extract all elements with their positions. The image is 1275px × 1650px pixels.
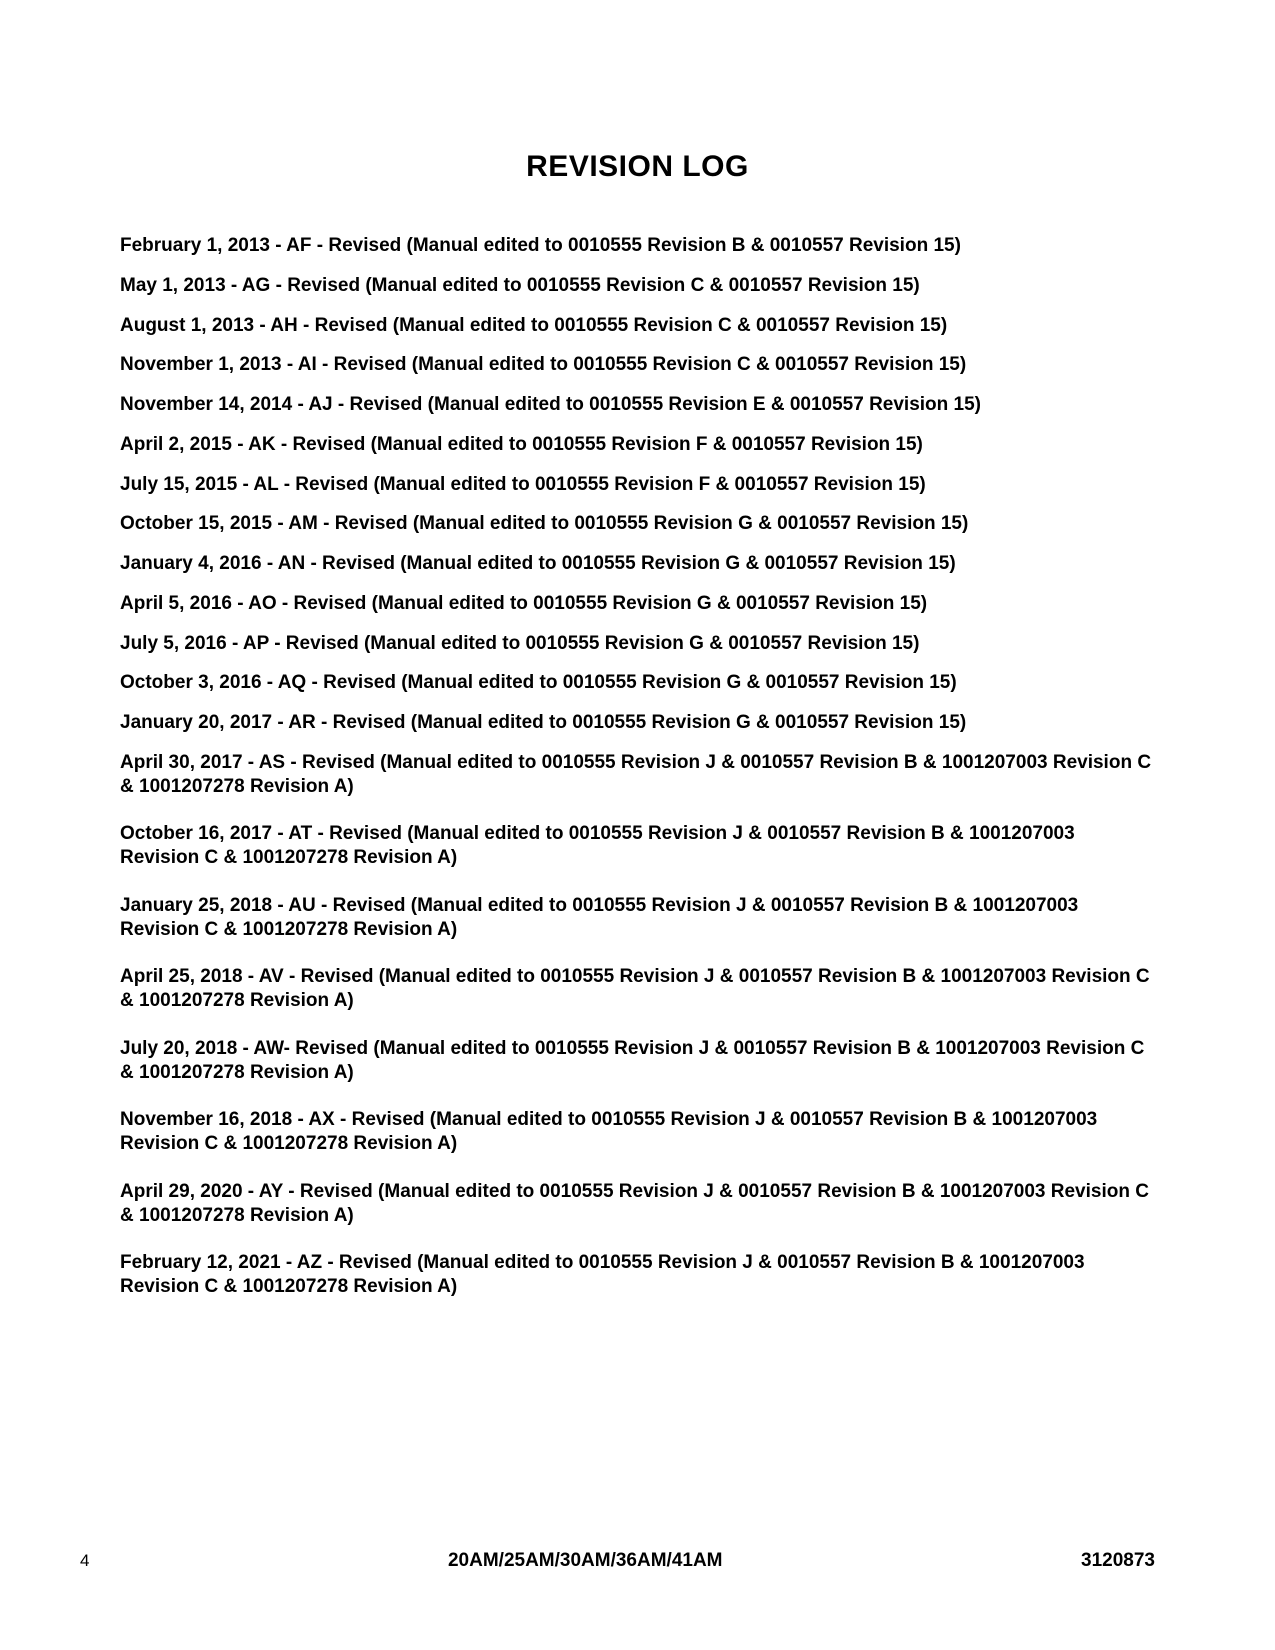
revision-entry: May 1, 2013 - AG - Revised (Manual edite… (120, 274, 1155, 298)
revision-entry: January 4, 2016 - AN - Revised (Manual e… (120, 552, 1155, 576)
revision-entry: July 5, 2016 - AP - Revised (Manual edit… (120, 632, 1155, 656)
revision-entry: November 14, 2014 - AJ - Revised (Manual… (120, 393, 1155, 417)
revision-entry: July 15, 2015 - AL - Revised (Manual edi… (120, 473, 1155, 497)
revision-entry: October 3, 2016 - AQ - Revised (Manual e… (120, 671, 1155, 695)
revision-entry: January 20, 2017 - AR - Revised (Manual … (120, 711, 1155, 735)
revision-entry: April 30, 2017 - AS - Revised (Manual ed… (120, 751, 1155, 799)
document-page: REVISION LOG February 1, 2013 - AF - Rev… (0, 0, 1275, 1650)
revision-entry: August 1, 2013 - AH - Revised (Manual ed… (120, 314, 1155, 338)
revision-entry: February 1, 2013 - AF - Revised (Manual … (120, 234, 1155, 258)
footer-doc-number: 3120873 (1081, 1550, 1155, 1572)
revision-entry: July 20, 2018 - AW- Revised (Manual edit… (120, 1037, 1155, 1085)
revision-entry: October 16, 2017 - AT - Revised (Manual … (120, 822, 1155, 870)
revision-entry: January 25, 2018 - AU - Revised (Manual … (120, 894, 1155, 942)
page-title: REVISION LOG (120, 150, 1155, 184)
revision-entry: October 15, 2015 - AM - Revised (Manual … (120, 512, 1155, 536)
revision-entry: April 25, 2018 - AV - Revised (Manual ed… (120, 965, 1155, 1013)
page-footer: 4 20AM/25AM/30AM/36AM/41AM 3120873 (0, 1550, 1275, 1572)
revision-entry: February 12, 2021 - AZ - Revised (Manual… (120, 1251, 1155, 1299)
footer-page-number: 4 (80, 1551, 89, 1571)
revision-entry: April 2, 2015 - AK - Revised (Manual edi… (120, 433, 1155, 457)
revision-log-list: February 1, 2013 - AF - Revised (Manual … (120, 234, 1155, 1299)
revision-entry: November 16, 2018 - AX - Revised (Manual… (120, 1108, 1155, 1156)
revision-entry: April 5, 2016 - AO - Revised (Manual edi… (120, 592, 1155, 616)
footer-models: 20AM/25AM/30AM/36AM/41AM (448, 1550, 723, 1572)
revision-entry: November 1, 2013 - AI - Revised (Manual … (120, 353, 1155, 377)
revision-entry: April 29, 2020 - AY - Revised (Manual ed… (120, 1180, 1155, 1228)
